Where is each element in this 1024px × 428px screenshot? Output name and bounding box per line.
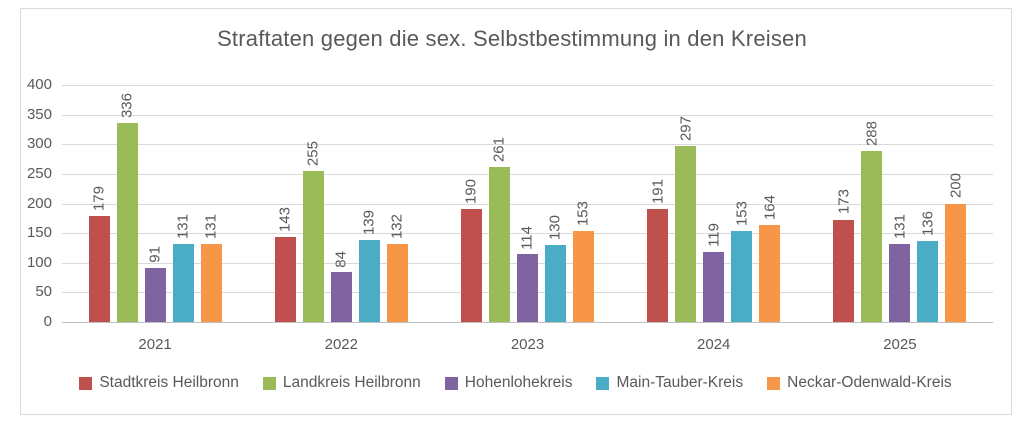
y-tick-label-50: 50 (35, 283, 52, 301)
bar-value-label: 114 (518, 225, 536, 250)
gridline-300 (62, 144, 993, 146)
legend: Stadtkreis Heilbronn Landkreis Heilbronn H… (20, 374, 1011, 392)
y-tick-label-400: 400 (26, 76, 52, 93)
bar-stadtkreis-heilbronn-2021: 179 (88, 186, 110, 322)
legend-swatch-icon (262, 376, 276, 390)
bar-main-tauber-kreis-2022: 139 (358, 210, 380, 322)
bar-neckar-odenwald-kreis-2022: 132 (386, 214, 408, 322)
bar-stadtkreis-heilbronn-2025: 173 (833, 189, 855, 322)
gridline-250 (62, 173, 993, 175)
bar-group-2022: 143 255 84 139 132 (248, 85, 434, 322)
x-category-label-2021: 2021 (138, 336, 172, 353)
bar-landkreis-heilbronn-2024: 297 (675, 116, 697, 322)
gridline-400 (62, 85, 993, 86)
bar-value-label: 179 (90, 185, 108, 211)
bar-group-2024: 191 297 119 153 164 (621, 85, 807, 322)
bar-value-label: 261 (490, 137, 508, 163)
bar-value-label: 136 (919, 211, 937, 237)
legend-swatch-icon (79, 376, 93, 390)
bar-value-label: 153 (733, 201, 751, 227)
bar-value-label: 91 (146, 246, 164, 264)
legend-label: Landkreis Heilbronn (282, 374, 421, 391)
legend-label: Hohenlohekreis (464, 374, 573, 391)
gridline-200 (62, 203, 993, 205)
bar-main-tauber-kreis-2024: 153 (731, 201, 753, 322)
x-category-label-2023: 2023 (510, 336, 545, 353)
bar-neckar-odenwald-kreis-2021: 131 (200, 214, 222, 322)
bar-landkreis-heilbronn-2023: 261 (488, 137, 510, 322)
bar-value-label: 191 (649, 178, 667, 204)
bar-value-label: 297 (677, 116, 695, 142)
legend-item-neckar-odenwald-kreis: Neckar-Odenwald-Kreis (767, 374, 952, 392)
x-axis: 2021 2022 2023 2024 2025 (62, 336, 993, 353)
bar-value-label: 200 (947, 173, 965, 199)
bar-value-label: 288 (863, 121, 881, 147)
bar-stadtkreis-heilbronn-2023: 190 (460, 179, 482, 322)
bar-value-label: 336 (118, 92, 136, 118)
legend-label: Stadtkreis Heilbronn (99, 374, 239, 391)
bar-value-label: 132 (388, 213, 406, 239)
bar-value-label: 143 (276, 207, 294, 233)
legend-item-stadtkreis-heilbronn: Stadtkreis Heilbronn (79, 374, 239, 392)
chart-title: Straftaten gegen die sex. Selbstbestimmu… (217, 26, 807, 51)
bar-hohenlohekreis-2025: 131 (889, 214, 911, 322)
legend-item-main-tauber-kreis: Main-Tauber-Kreis (596, 374, 743, 392)
bar-main-tauber-kreis-2025: 136 (917, 211, 939, 322)
bar-hohenlohekreis-2023: 114 (516, 226, 538, 322)
bar-value-label: 173 (835, 189, 853, 215)
bar-value-label: 130 (546, 214, 564, 240)
bar-value-label: 131 (174, 214, 192, 240)
plot-area: 179 336 91 131 131 143 255 84 139 132 190 261 114 130… (62, 85, 993, 323)
y-tick-label-200: 200 (26, 194, 52, 212)
bar-landkreis-heilbronn-2021: 336 (116, 93, 138, 322)
bar-landkreis-heilbronn-2025: 288 (861, 121, 883, 322)
bar-group-2021: 179 336 91 131 131 (62, 85, 248, 322)
legend-item-landkreis-heilbronn: Landkreis Heilbronn (262, 374, 421, 392)
bar-stadtkreis-heilbronn-2022: 143 (274, 207, 296, 322)
chart-frame-border (20, 8, 1012, 415)
bar-value-label: 164 (761, 194, 779, 220)
bar-neckar-odenwald-kreis-2023: 153 (572, 201, 594, 322)
x-category-label-2025: 2025 (883, 336, 917, 353)
bar-value-label: 255 (304, 140, 322, 166)
y-tick-label-0: 0 (43, 313, 52, 330)
bar-hohenlohekreis-2021: 91 (144, 246, 166, 322)
y-tick-label-300: 300 (26, 135, 52, 153)
bar-hohenlohekreis-2024: 119 (703, 223, 725, 322)
bar-neckar-odenwald-kreis-2024: 164 (759, 195, 781, 322)
legend-label: Main-Tauber-Kreis (616, 374, 744, 391)
gridline-0 (62, 322, 993, 323)
bar-value-label: 131 (891, 214, 909, 240)
bar-neckar-odenwald-kreis-2025: 200 (945, 173, 967, 322)
y-tick-label-100: 100 (26, 253, 52, 271)
legend-item-hohenlohekreis: Hohenlohekreis (444, 374, 573, 392)
bar-landkreis-heilbronn-2022: 255 (302, 141, 324, 322)
bar-value-label: 190 (462, 179, 480, 205)
bar-value-label: 131 (202, 214, 220, 240)
bar-stadtkreis-heilbronn-2024: 191 (647, 179, 669, 322)
bar-value-label: 139 (360, 209, 378, 235)
bar-hohenlohekreis-2022: 84 (330, 251, 352, 322)
gridline-350 (62, 114, 993, 116)
legend-swatch-icon (596, 376, 610, 390)
bar-value-label: 153 (574, 201, 592, 227)
legend-swatch-icon (767, 376, 781, 390)
x-category-label-2022: 2022 (324, 336, 358, 353)
bar-main-tauber-kreis-2023: 130 (544, 215, 566, 322)
bar-group-2025: 173 288 131 136 200 (807, 85, 993, 322)
bar-value-label: 84 (332, 250, 350, 268)
gridline-150 (62, 233, 993, 235)
y-tick-label-150: 150 (26, 224, 52, 242)
legend-swatch-icon (444, 376, 458, 390)
y-tick-label-250: 250 (26, 164, 52, 182)
bar-value-label: 119 (705, 222, 723, 247)
bar-group-2023: 190 261 114 130 153 (434, 85, 620, 322)
legend-label: Neckar-Odenwald-Kreis (787, 374, 952, 391)
x-category-label-2024: 2024 (697, 336, 731, 353)
y-tick-label-350: 350 (26, 105, 52, 123)
bar-main-tauber-kreis-2021: 131 (172, 214, 194, 322)
